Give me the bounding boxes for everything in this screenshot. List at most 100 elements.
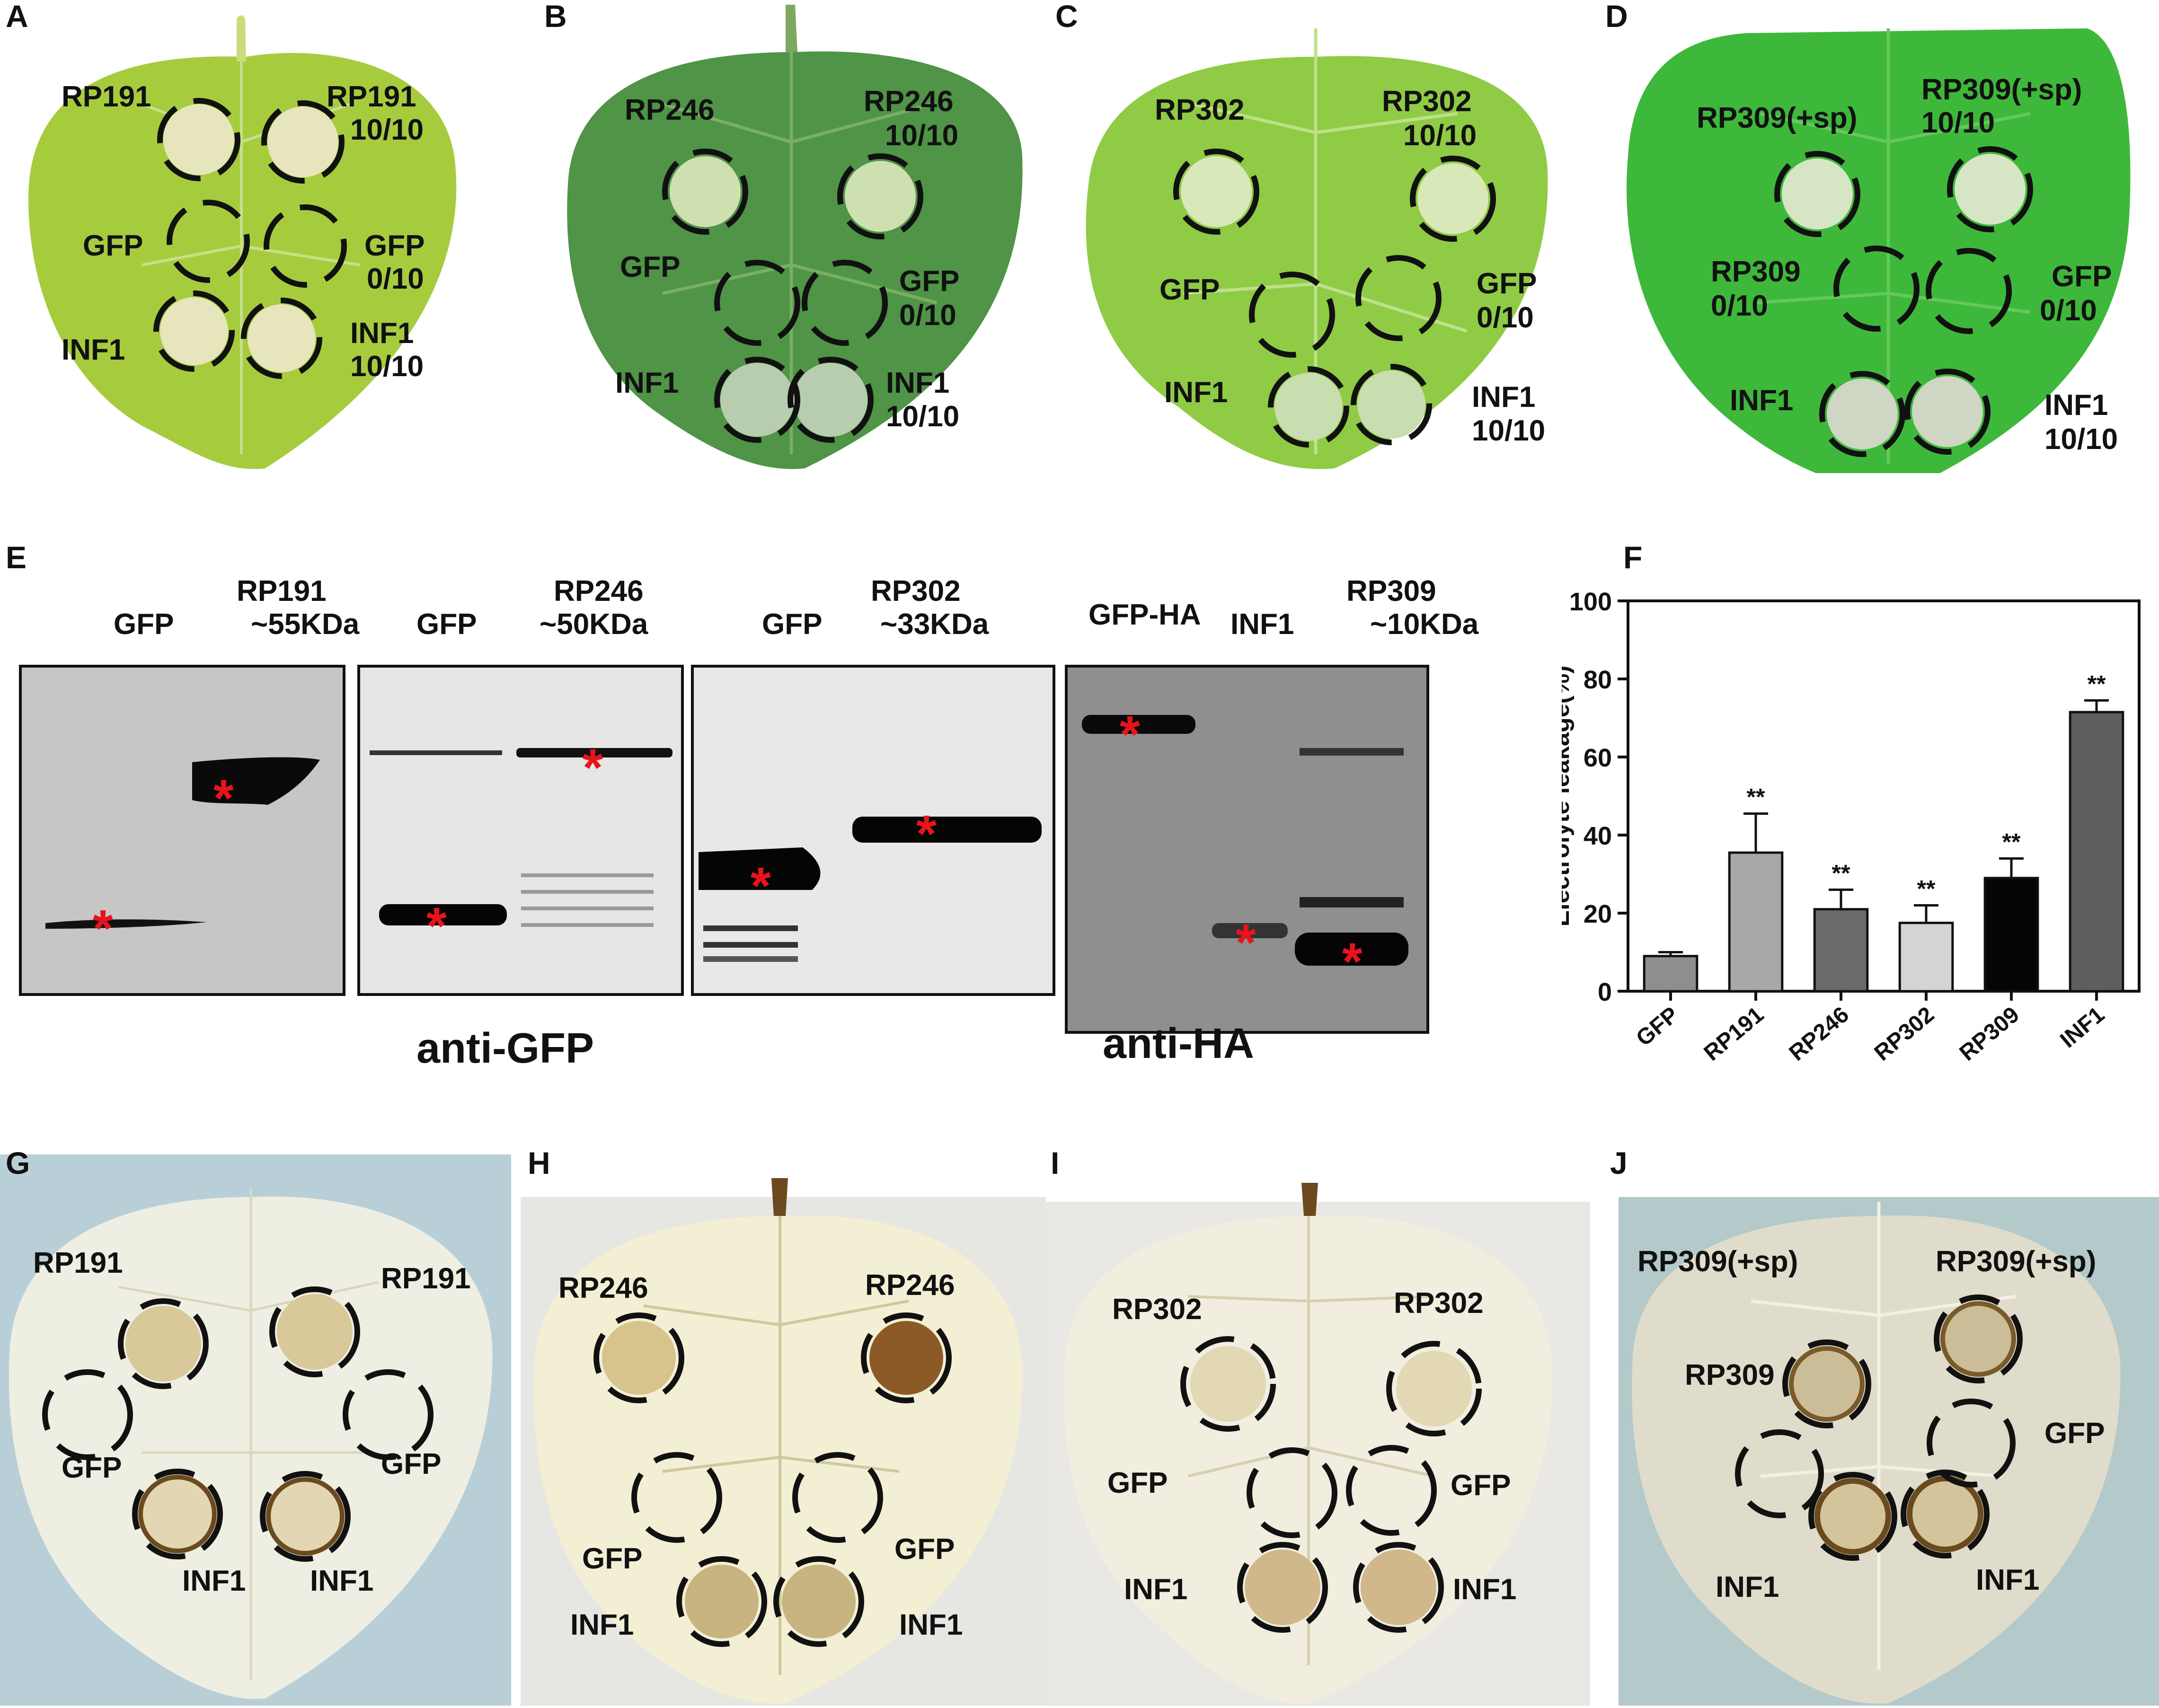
- leaf-label: GFP: [2044, 1417, 2105, 1450]
- lane-label: ~55KDa: [251, 608, 360, 641]
- bar-rp302: [1898, 922, 1954, 993]
- leaf-label: INF1: [615, 367, 679, 399]
- leaf-label: INF1: [1730, 384, 1794, 417]
- leaf-label: GFP: [2052, 260, 2112, 293]
- panel-h: H RP246 RP246 GFP GFP INF1 INF1: [521, 1145, 1046, 1706]
- x-tick-label: RP309: [1955, 1002, 2024, 1066]
- leaf-score: 10/10: [1921, 106, 1995, 139]
- y-tick-label: 20: [1584, 900, 1612, 928]
- band-marker: *: [426, 897, 447, 955]
- x-tick-label: RP191: [1699, 1002, 1769, 1066]
- lane-label: GFP: [114, 608, 174, 641]
- leaf-label: GFP: [1451, 1469, 1511, 1502]
- leaf-score: 0/10: [1477, 301, 1534, 334]
- western-blot-2: * *: [357, 665, 684, 996]
- leaf-label: RP246: [864, 85, 954, 118]
- band-marker: *: [213, 769, 234, 828]
- leaf-label: RP246: [625, 94, 715, 126]
- lane-label: INF1: [1230, 608, 1294, 641]
- leaf-label: INF1: [2044, 389, 2108, 422]
- panel-a: A RP191 RP191 10/10 GFP GFP 0/10 INF1 IN…: [0, 0, 473, 473]
- leaf-label: INF1: [350, 317, 414, 350]
- leaf-label: INF1: [1976, 1564, 2040, 1596]
- western-blot-3: * *: [691, 665, 1055, 996]
- leaf-label: INF1: [570, 1609, 634, 1641]
- panel-letter-i: I: [1051, 1145, 1060, 1180]
- leaf-label: INF1: [182, 1565, 246, 1597]
- leaf-score: 0/10: [1711, 290, 1768, 322]
- western-blot-4: * * *: [1065, 665, 1429, 1034]
- leaf-label: GFP: [62, 1452, 122, 1484]
- leaf-score: 10/10: [886, 400, 960, 433]
- leaf-i-image: [1046, 1183, 1590, 1706]
- leaf-a-image: [28, 15, 457, 469]
- significance-mark: **: [2002, 829, 2021, 855]
- lane-label: GFP: [762, 608, 823, 641]
- leaf-score: 0/10: [2040, 294, 2097, 327]
- panel-b: B RP246 RP246 10/10 GFP GFP 0/10 INF1 IN…: [530, 0, 1051, 473]
- lane-label: GFP: [416, 608, 477, 641]
- leaf-label: GFP: [620, 251, 681, 283]
- leaf-b-image: [567, 5, 1023, 469]
- y-axis-label: Electrolyte leakage(%): [1562, 665, 1575, 926]
- leaf-label: RP246: [865, 1269, 955, 1302]
- leaf-label: RP191: [327, 80, 416, 113]
- leaf-score: 0/10: [367, 263, 424, 295]
- y-tick-label: 60: [1584, 744, 1612, 772]
- panel-letter-b: B: [544, 0, 567, 34]
- y-tick-label: 80: [1584, 666, 1612, 694]
- leaf-label: RP246: [558, 1272, 648, 1304]
- leaf-label: RP309: [1685, 1359, 1775, 1391]
- x-tick-label: GFP: [1631, 1002, 1683, 1051]
- leaf-score: 10/10: [2044, 423, 2118, 456]
- leaf-label: GFP: [899, 265, 960, 298]
- leaf-score: 10/10: [1403, 119, 1477, 152]
- leaf-label: GFP: [364, 229, 425, 262]
- panel-letter-e: E: [6, 540, 27, 575]
- leaf-d-image: [1626, 28, 2131, 489]
- leaf-label: RP191: [62, 80, 151, 113]
- leaf-score: 10/10: [885, 119, 959, 152]
- antibody-label: anti-GFP: [416, 1025, 594, 1072]
- panel-e: E GFP RP191 ~55KDa GFP RP246 ~50KDa GFP …: [0, 530, 1562, 1098]
- significance-mark: **: [1747, 784, 1765, 810]
- leaf-label: INF1: [1164, 376, 1228, 409]
- leaf-label: INF1: [886, 367, 950, 399]
- lane-label: RP191: [237, 575, 327, 607]
- leaf-label: INF1: [899, 1609, 963, 1641]
- leaf-label: RP309(+sp): [1637, 1245, 1798, 1278]
- leaf-label: GFP: [83, 229, 143, 262]
- bar-rp246: [1813, 908, 1869, 993]
- x-tick-label: RP302: [1870, 1002, 1939, 1066]
- panel-letter-j: J: [1610, 1145, 1628, 1180]
- panel-letter-c: C: [1055, 0, 1078, 34]
- x-tick-label: INF1: [2055, 1002, 2109, 1053]
- y-tick-label: 0: [1598, 978, 1612, 1006]
- panel-letter-a: A: [6, 0, 28, 34]
- leaf-label: GFP: [1477, 267, 1537, 300]
- antibody-label: anti-HA: [1103, 1020, 1254, 1067]
- bar-inf1: [2069, 711, 2124, 993]
- leaf-label: RP309(+sp): [1697, 102, 1858, 134]
- significance-mark: **: [2088, 670, 2106, 697]
- plot-frame: [1627, 599, 2141, 993]
- lane-label: RP302: [871, 575, 961, 607]
- band-marker: *: [916, 805, 937, 863]
- panel-j: J RP309(+sp) RP309(+sp) RP309 GFP INF1 I…: [1609, 1145, 2159, 1706]
- panel-f: F 0 20 40 60 80 100 Electrolyte leakage(%) GFP *…: [1547, 530, 2159, 1126]
- panel-d: D RP309(+sp) RP309(+sp) 10/10 RP309 0/10…: [1604, 0, 2159, 489]
- panel-c: C RP302 RP302 10/10 GFP GFP 0/10 INF1 IN…: [1051, 0, 1581, 473]
- leaf-label: RP191: [33, 1247, 123, 1279]
- leaf-label: INF1: [62, 334, 125, 366]
- band-marker: *: [1120, 705, 1140, 764]
- bar-rp191: [1728, 851, 1784, 993]
- band-marker: *: [751, 857, 771, 915]
- leaf-c-image: [1086, 28, 1548, 469]
- leaf-label: INF1: [310, 1565, 374, 1597]
- panel-g: G RP191 RP191 GFP GFP INF1 INF1: [0, 1145, 511, 1706]
- leaf-j-image: [1619, 1197, 2159, 1706]
- bar-rp309: [1983, 877, 2039, 993]
- bar-gfp: [1643, 955, 1699, 993]
- band-marker: *: [1342, 933, 1363, 991]
- leaf-score: 0/10: [899, 299, 956, 332]
